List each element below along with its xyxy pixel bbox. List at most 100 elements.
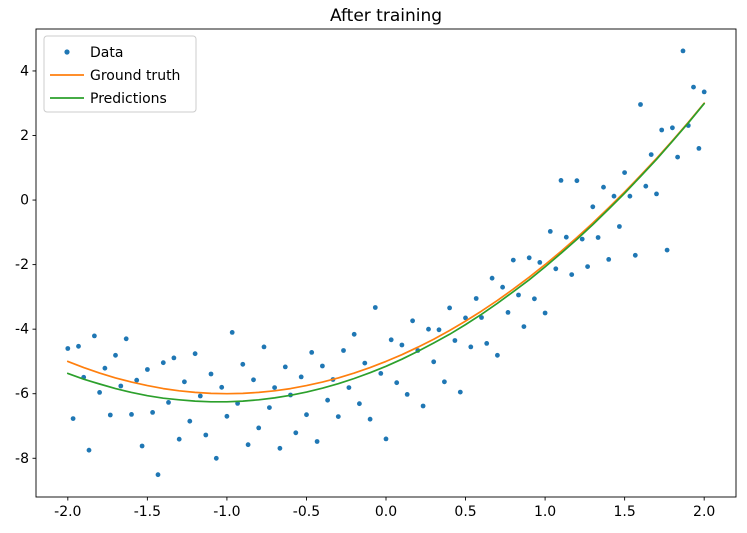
data-point	[351, 331, 357, 337]
data-point	[367, 416, 373, 422]
data-point	[563, 234, 569, 240]
data-point	[102, 365, 108, 371]
x-tick-label: -2.0	[54, 504, 81, 520]
data-point	[314, 439, 320, 444]
data-point	[362, 360, 368, 366]
data-point	[197, 393, 203, 399]
data-point	[410, 318, 415, 324]
data-point	[267, 405, 272, 410]
legend: Data Ground truth Predictions	[43, 35, 197, 113]
data-point	[431, 359, 437, 365]
data-point	[452, 338, 458, 343]
legend-marker-data-dot-icon	[64, 49, 70, 55]
data-point	[643, 183, 649, 189]
data-point	[282, 364, 288, 370]
data-point	[601, 184, 606, 190]
x-tick-label: 1.5	[614, 504, 636, 520]
data-point	[611, 193, 617, 199]
data-point	[213, 455, 219, 461]
data-point	[590, 204, 596, 210]
data-point	[516, 292, 521, 298]
data-point	[579, 236, 585, 242]
data-point	[500, 284, 505, 290]
data-point	[701, 89, 707, 95]
data-point	[457, 389, 463, 395]
x-tick-label: 0.5	[454, 504, 476, 520]
data-point	[664, 247, 670, 253]
data-point	[123, 336, 129, 342]
data-point	[92, 333, 97, 339]
data-point	[245, 442, 251, 448]
legend-label-predictions: Predictions	[90, 91, 167, 107]
data-point	[505, 310, 511, 315]
x-tick-label: -1.0	[213, 504, 240, 520]
y-tick-label: 0	[20, 193, 29, 209]
data-point	[537, 260, 543, 265]
data-point	[696, 146, 702, 151]
data-point	[606, 257, 612, 262]
data-point	[325, 397, 330, 403]
data-point	[203, 432, 209, 438]
data-point	[182, 379, 187, 385]
data-point	[659, 127, 665, 133]
data-point	[420, 403, 426, 409]
data-point	[372, 305, 378, 310]
data-point	[65, 346, 71, 351]
data-point	[277, 445, 283, 451]
ground-truth-line	[66, 102, 706, 395]
data-point	[622, 170, 627, 176]
data-point	[426, 326, 431, 332]
data-point	[240, 361, 246, 367]
data-point	[187, 418, 193, 424]
ticks-layer: -2.0 -1.5 -1.0 -0.5 0.0 0.5 1.0 1.5 2.0 -8 -6 -4 -2 0…	[15, 63, 715, 520]
data-point	[86, 447, 92, 453]
x-tick-label: 1.0	[534, 504, 556, 520]
y-tick-label: 4	[20, 63, 29, 79]
data-point	[134, 377, 140, 383]
data-point	[176, 436, 182, 442]
data-point	[553, 266, 559, 272]
y-tick-label: -6	[15, 386, 29, 402]
data-point	[627, 193, 633, 199]
data-point	[150, 410, 156, 415]
data-point	[192, 351, 198, 357]
data-point	[585, 264, 590, 269]
data-point	[171, 355, 177, 361]
data-point	[70, 416, 76, 421]
data-point	[542, 310, 548, 316]
data-point	[107, 412, 113, 418]
data-point	[558, 178, 564, 183]
data-point	[346, 385, 352, 390]
data-point	[495, 352, 500, 358]
data-point	[97, 390, 102, 395]
data-point	[335, 414, 341, 419]
data-point	[378, 371, 384, 376]
data-point	[256, 425, 262, 431]
data-point	[654, 191, 659, 197]
y-tick-label: 2	[20, 128, 29, 144]
data-point	[569, 272, 575, 277]
data-point	[145, 367, 150, 372]
data-point	[473, 296, 479, 301]
data-point	[383, 436, 389, 442]
predictions-line	[66, 102, 706, 403]
data-point	[293, 430, 299, 436]
data-point	[251, 377, 256, 383]
data-point	[595, 235, 601, 240]
data-point	[357, 401, 362, 407]
data-point	[160, 360, 166, 366]
data-point	[388, 337, 394, 343]
data-point	[436, 327, 442, 333]
x-tick-label: -0.5	[293, 504, 320, 520]
data-point	[526, 255, 532, 261]
y-tick-label: -4	[15, 322, 29, 338]
data-point	[638, 102, 643, 107]
data-point	[468, 344, 474, 350]
data-point	[479, 315, 484, 320]
data-point	[272, 385, 277, 390]
data-point	[320, 363, 325, 369]
data-point	[155, 472, 161, 478]
data-point	[304, 412, 309, 418]
data-point	[399, 342, 405, 348]
